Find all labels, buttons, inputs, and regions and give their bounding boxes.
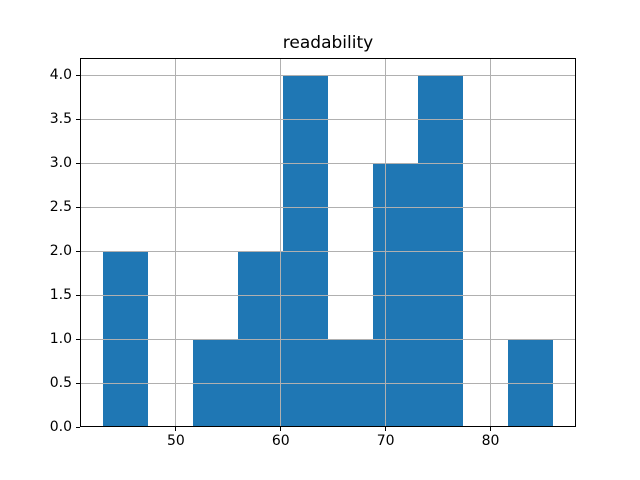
y-tick-label: 4.0 <box>49 67 72 84</box>
gridline-horizontal <box>80 250 576 252</box>
x-tick-label: 50 <box>166 433 185 450</box>
y-tick-label: 0.0 <box>49 419 72 436</box>
x-tick-mark <box>385 427 387 432</box>
gridline-vertical <box>280 57 282 428</box>
x-tick-mark <box>280 427 282 432</box>
gridline-horizontal <box>80 206 576 208</box>
gridline-horizontal <box>80 294 576 296</box>
y-tick-mark <box>76 206 80 208</box>
y-tick-label: 2.0 <box>49 243 72 260</box>
y-tick-mark <box>76 294 80 296</box>
plot-area <box>80 57 576 428</box>
x-tick-label: 60 <box>271 433 290 450</box>
y-tick-label: 1.0 <box>49 331 72 348</box>
y-tick-label: 3.5 <box>49 111 72 128</box>
x-tick-mark <box>490 427 491 432</box>
chart-title: readability <box>282 33 374 53</box>
y-tick-mark <box>76 426 80 428</box>
y-tick-label: 0.5 <box>49 375 72 392</box>
gridline-horizontal <box>80 338 576 340</box>
gridline-vertical <box>490 57 491 428</box>
y-tick-mark <box>76 74 80 76</box>
y-tick-mark <box>76 118 80 120</box>
y-tick-label: 3.0 <box>49 155 72 172</box>
x-tick-label: 70 <box>376 433 395 450</box>
y-tick-mark <box>76 162 80 164</box>
gridline-horizontal <box>80 382 576 384</box>
y-tick-mark <box>76 250 80 252</box>
gridline-horizontal <box>80 162 576 164</box>
gridline-vertical <box>175 57 177 428</box>
y-tick-mark <box>76 382 80 384</box>
gridline-horizontal <box>80 74 576 76</box>
y-tick-label: 2.5 <box>49 199 72 216</box>
y-tick-mark <box>76 338 80 340</box>
y-tick-label: 1.5 <box>49 287 72 304</box>
gridline-vertical <box>385 57 387 428</box>
gridline-horizontal <box>80 118 576 120</box>
x-tick-mark <box>175 427 177 432</box>
x-tick-label: 80 <box>481 433 500 450</box>
